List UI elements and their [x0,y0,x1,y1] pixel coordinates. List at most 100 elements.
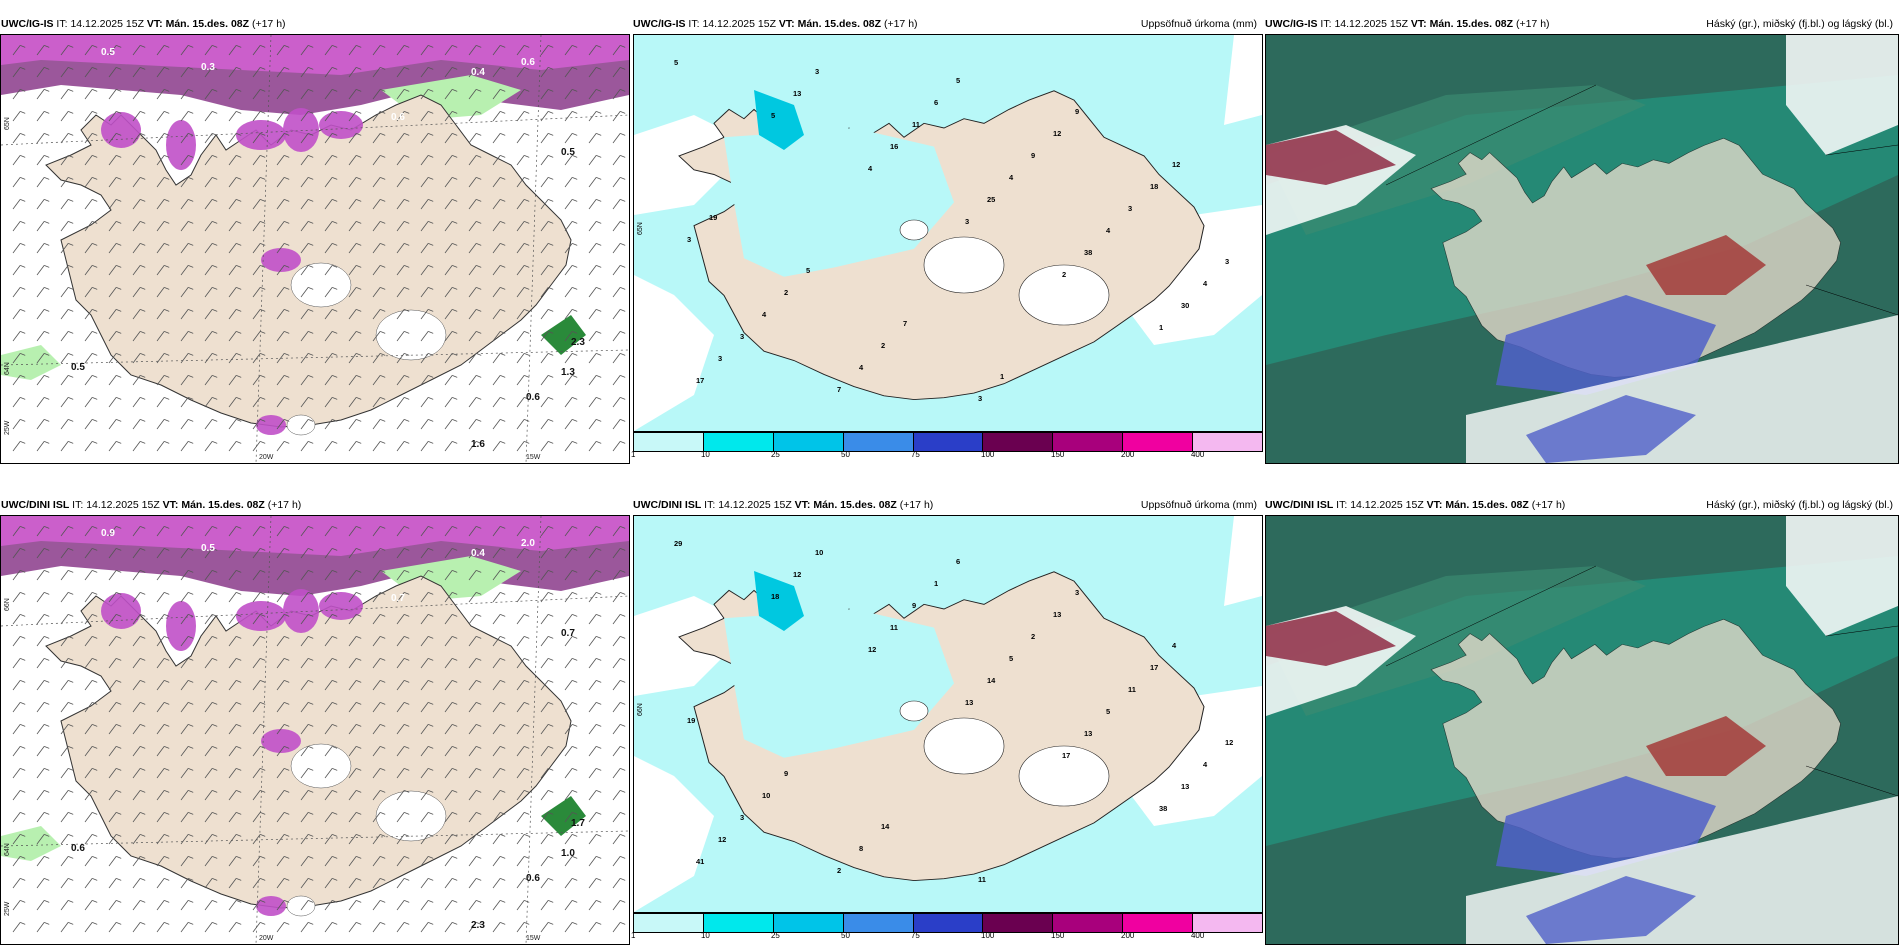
wind-barb-flag [500,900,506,903]
wind-barb-flag [68,834,74,837]
colorbar-label: 50 [841,931,850,940]
wind-barb-flag [476,548,482,551]
wind-barb-flag [476,614,482,617]
wind-barb [132,746,141,757]
precip-map[interactable]: 29 18 12 13 17 38 41 12 11 14 13 13 12 10 9 5 5 4 3 2 1 2 11 12… [633,515,1263,913]
wind-barb-flag [620,636,626,639]
wind-barb-flag [284,658,290,661]
wind-map[interactable]: 66N 64N 25W 20W 15W 0.9 0.5 0.4 0.7 0.6 0.6 1.0 1.7 0… [0,515,630,945]
wind-barb [84,922,93,933]
wind-barb [204,900,213,911]
wind-barb [300,592,309,603]
colorbar-cell [703,914,774,932]
wind-barb-flag [260,111,266,114]
glacier [286,414,316,436]
wind-barb-flag [284,287,290,290]
wind-barb-flag [116,67,122,70]
wind-barb-flag [188,375,194,378]
wind-barb-flag [212,155,218,158]
wind-barb-flag [188,243,194,246]
wind-barb-flag [356,353,362,356]
cloud-title: Háský (gr.), miðský (fj.bl.) og lágský (… [1706,18,1893,30]
wind-barb-flag [116,658,122,661]
wind-barb-flag [44,111,50,114]
wind-barb [276,419,285,430]
wind-barb [372,67,381,78]
colorbar-cells [633,913,1263,933]
colorbar: 1 10 25 50 75 100 150 200 400 [631,913,1263,940]
wind-barb [444,790,453,801]
wind-barb-flag [212,878,218,881]
wind-barb [12,658,21,669]
cloud-map[interactable] [1265,34,1899,464]
wind-barb [252,790,261,801]
wind-barb [204,133,213,144]
wind-barb [300,526,309,537]
wind-barb-flag [164,199,170,202]
wind-barb [228,856,237,867]
wind-barb [276,878,285,889]
wind-barb [300,768,309,779]
wind-barb-flag [164,592,170,595]
wind-barb-flag [116,702,122,705]
wind-barb [12,353,21,364]
wind-barb-flag [620,570,626,573]
colorbar-label: 100 [981,931,995,940]
wind-barb [276,614,285,625]
wind-barb-flag [20,636,26,639]
wind-barb [84,155,93,166]
wind-barb [612,636,621,647]
colorbar-cell [983,433,1054,451]
wind-barb-flag [68,636,74,639]
wind-barb [564,45,573,56]
wind-barb [228,548,237,559]
wind-barb-flag [236,309,242,312]
wind-barb [492,614,501,625]
wind-barb [204,922,213,933]
wind-barb-flag [92,636,98,639]
wind-barb [252,768,261,779]
wind-barb [60,177,69,188]
wind-barb [492,856,501,867]
wind-barb [12,856,21,867]
wind-barb-flag [164,375,170,378]
wind-barb [348,702,357,713]
wind-barb-flag [44,133,50,136]
wind-barb-flag [476,177,482,180]
wind-barb [228,592,237,603]
wind-barb [540,419,549,430]
wind-barb [300,636,309,647]
wind-barb-flag [572,878,578,881]
wind-barb-flag [212,548,218,551]
high-cloud-red [1266,611,1396,666]
precip-map[interactable]: 5 5 4 3 2 1 17 13 16 25 38 30 3 3 11 4 4 4 3 7 6 9 3 3 4 4 5 12 18 3 2… [633,34,1263,432]
wind-barb-flag [476,746,482,749]
wind-barb [540,111,549,122]
precip-value-label: 14 [987,676,996,685]
cloud-map[interactable] [1265,515,1899,945]
wind-barb [444,309,453,320]
wind-barb-flag [68,812,74,815]
wind-barb [516,790,525,801]
wind-barb-flag [44,309,50,312]
wind-barb [36,199,45,210]
wind-barb-flag [548,878,554,881]
wind-barb [324,265,333,276]
wind-barb [84,243,93,254]
wind-barb [84,834,93,845]
wind-barb [612,89,621,100]
wind-barb [396,702,405,713]
wind-map[interactable]: 65N 64N 25W 20W 15W 0.5 0.3 0.4 0.6 0.5 0.6 1.3 2.3 0… [0,34,630,464]
wind-barb [492,221,501,232]
wind-barb-flag [20,221,26,224]
wind-barb-flag [500,133,506,136]
colorbar-label: 200 [1121,931,1135,940]
glacier [290,262,352,308]
wind-barb [180,221,189,232]
wind-barb [516,243,525,254]
wind-barb [468,614,477,625]
wind-barb-flag [332,746,338,749]
wind-barb-flag [164,790,170,793]
wind-barb-flag [548,375,554,378]
wind-barb-flag [44,746,50,749]
